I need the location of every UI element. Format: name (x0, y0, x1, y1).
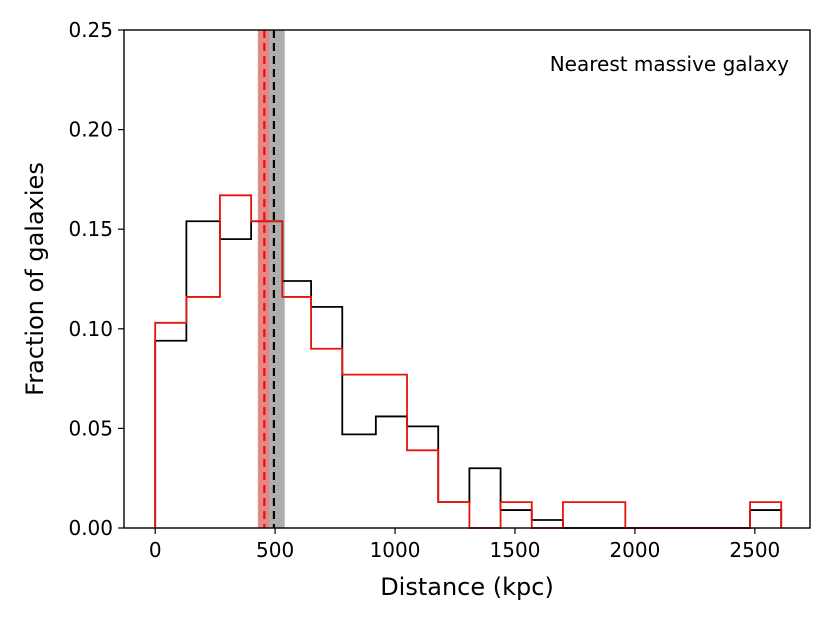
x-axis-label: Distance (kpc) (380, 573, 554, 601)
median-bands (257, 30, 285, 528)
y-axis-label: Fraction of galaxies (21, 162, 49, 396)
x-axis-ticks: 0 500 1000 1500 2000 2500 (149, 528, 780, 562)
x-tick-label: 1000 (370, 538, 421, 562)
x-tick-label: 0 (149, 538, 162, 562)
y-tick-label: 0.05 (68, 416, 113, 440)
y-axis-ticks: 0.00 0.05 0.10 0.15 0.20 0.25 (68, 18, 124, 540)
histogram-series-0 (154, 220, 783, 529)
chart-annotation: Nearest massive galaxy (550, 52, 789, 76)
y-tick-label: 0.10 (68, 317, 113, 341)
y-tick-label: 0.15 (68, 217, 113, 241)
x-tick-label: 2000 (609, 538, 660, 562)
median-lines (263, 30, 276, 528)
y-tick-label: 0.00 (68, 516, 113, 540)
y-tick-label: 0.20 (68, 118, 113, 142)
histogram-series-1 (154, 194, 783, 529)
histograms (154, 194, 783, 529)
y-tick-label: 0.25 (68, 18, 113, 42)
x-tick-label: 2500 (729, 538, 780, 562)
x-tick-label: 1500 (490, 538, 541, 562)
plot-frame (123, 29, 811, 529)
x-tick-label: 500 (256, 538, 294, 562)
